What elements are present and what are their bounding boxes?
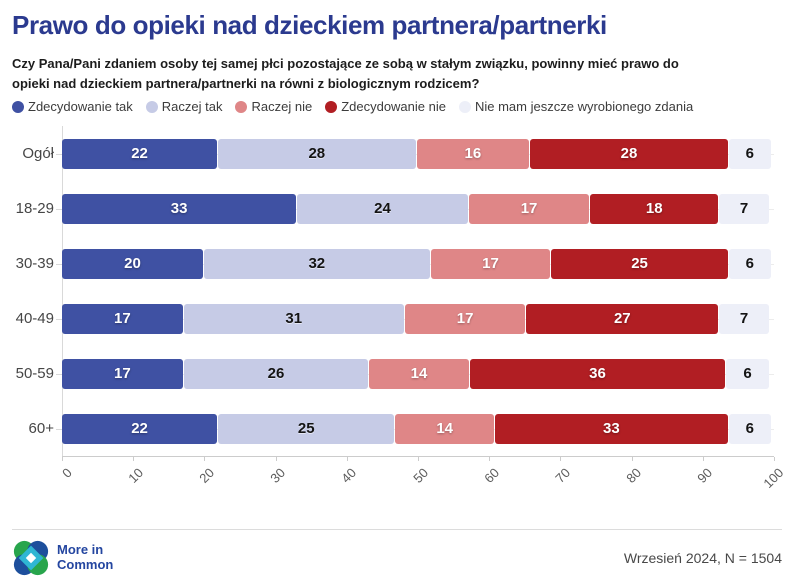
bar-row-60plus: 60+ 22 25 14 33 6 — [29, 401, 774, 456]
stacked-bar: 20 32 17 25 6 — [62, 248, 772, 279]
stacked-bar: 22 28 16 28 6 — [62, 138, 772, 169]
bar-segment: 25 — [218, 413, 395, 444]
chart-legend: Zdecydowanie tak Raczej tak Raczej nie Z… — [12, 99, 782, 114]
bar-segment: 18 — [590, 193, 719, 224]
x-axis-tick-label: 70 — [552, 465, 573, 486]
bar-segment: 6 — [728, 138, 771, 169]
bar-segment: 31 — [183, 303, 404, 334]
plot-area: Ogół 22 28 16 28 6 18-29 33 24 17 18 — [16, 126, 774, 456]
stacked-bar: 17 26 14 36 6 — [62, 358, 772, 389]
bar-segment: 28 — [530, 138, 728, 169]
x-axis-tick-label: 0 — [58, 465, 75, 481]
y-axis-tick — [56, 208, 62, 210]
bar-segment: 14 — [395, 413, 495, 444]
x-axis-tick-label: 50 — [409, 465, 431, 486]
bar-segment: 20 — [62, 248, 203, 279]
bar-segment: 17 — [404, 303, 526, 334]
bar-segment: 33 — [495, 413, 728, 444]
bar-segment: 6 — [728, 248, 771, 279]
legend-item-raczej-tak: Raczej tak — [145, 99, 223, 114]
bar-segment: 6 — [728, 413, 771, 444]
legend-swatch-icon — [235, 100, 248, 113]
bar-row-30-39: 30-39 20 32 17 25 6 — [16, 236, 774, 291]
legend-label: Raczej nie — [251, 99, 313, 114]
y-axis-tick — [56, 373, 62, 375]
x-axis-tick-label: 90 — [694, 465, 716, 486]
bar-segment: 24 — [297, 193, 468, 224]
bar-row-50-59: 50-59 17 26 14 36 6 — [16, 346, 774, 401]
y-axis-tick — [56, 153, 62, 155]
bar-segment: 14 — [369, 358, 469, 389]
bar-segment: 28 — [218, 138, 416, 169]
footer: More in Common Wrzesień 2024, N = 1504 — [12, 529, 782, 577]
legend-item-raczej-nie: Raczej nie — [235, 99, 312, 114]
legend-swatch-icon — [458, 100, 471, 113]
infographic-page: Prawo do opieki nad dzieckiem partnera/p… — [0, 10, 794, 583]
legend-label: Raczej tak — [161, 99, 223, 114]
brand: More in Common — [12, 539, 113, 577]
legend-item-zdecydowanie-tak: Zdecydowanie tak — [12, 99, 133, 114]
legend-label: Zdecydowanie nie — [341, 99, 446, 114]
stacked-bar: 17 31 17 27 7 — [62, 303, 772, 334]
x-axis-tick-label: 40 — [338, 465, 360, 486]
bar-row-40-49: 40-49 17 31 17 27 7 — [16, 291, 774, 346]
bar-segment: 7 — [719, 193, 769, 224]
source-note: Wrzesień 2024, N = 1504 — [623, 550, 782, 566]
stacked-bar: 33 24 17 18 7 — [62, 193, 772, 224]
category-label: 18-29 — [15, 200, 54, 217]
bar-row-ogol: Ogół 22 28 16 28 6 — [22, 126, 774, 181]
bar-segment: 7 — [719, 303, 769, 334]
x-axis: 0 10 20 30 40 50 60 70 80 90 100 — [58, 456, 787, 501]
category-label: 40-49 — [15, 310, 54, 327]
bar-segment: 17 — [62, 303, 183, 334]
category-label: 60+ — [28, 420, 54, 437]
x-axis-tick-label: 100 — [760, 465, 787, 491]
bar-segment: 36 — [469, 358, 726, 389]
x-axis-tick-label: 80 — [623, 465, 645, 486]
more-in-common-logo-icon — [13, 540, 49, 576]
legend-label: Nie mam jeszcze wyrobionego zdania — [474, 99, 694, 114]
page-title: Prawo do opieki nad dzieckiem partnera/p… — [12, 10, 607, 40]
legend-label: Zdecydowanie tak — [28, 99, 133, 114]
bar-segment: 17 — [62, 358, 183, 389]
survey-question-line1: Czy Pana/Pani zdaniem osoby tej samej pł… — [12, 56, 679, 71]
y-axis-tick — [56, 428, 62, 430]
x-axis-tick-label: 10 — [124, 465, 146, 486]
legend-item-zdecydowanie-nie: Zdecydowanie nie — [325, 99, 446, 114]
x-axis-tick-label: 30 — [267, 465, 289, 486]
bar-segment: 25 — [551, 248, 728, 279]
x-axis-tick-label: 60 — [480, 465, 502, 486]
category-label: Ogół — [22, 145, 54, 162]
stacked-bar-chart: Ogół 22 28 16 28 6 18-29 33 24 17 18 — [0, 126, 794, 501]
bar-segment: 17 — [430, 248, 551, 279]
y-axis-tick — [56, 263, 62, 265]
bar-segment: 22 — [62, 138, 218, 169]
legend-item-brak-zdania: Nie mam jeszcze wyrobionego zdania — [458, 99, 694, 114]
x-axis-tick-label: 20 — [196, 465, 217, 486]
bar-segment: 6 — [726, 358, 769, 389]
bar-segment: 22 — [62, 413, 218, 444]
bar-row-18-29: 18-29 33 24 17 18 7 — [16, 181, 774, 236]
category-label: 30-39 — [15, 255, 54, 272]
bar-segment: 17 — [468, 193, 590, 224]
legend-swatch-icon — [325, 100, 338, 113]
survey-question: Czy Pana/Pani zdaniem osoby tej samej pł… — [12, 54, 782, 93]
legend-swatch-icon — [12, 100, 24, 113]
bar-segment: 32 — [204, 248, 430, 279]
bar-segment: 16 — [416, 138, 530, 169]
bar-segment: 26 — [183, 358, 369, 389]
bar-segment: 33 — [62, 193, 297, 224]
stacked-bar: 22 25 14 33 6 — [62, 413, 772, 444]
y-axis-tick — [56, 318, 62, 320]
survey-question-line2: opieki nad dzieckiem partnera/partnerki … — [12, 75, 480, 91]
bar-segment: 27 — [526, 303, 719, 334]
category-label: 50-59 — [15, 365, 54, 382]
legend-swatch-icon — [145, 100, 158, 113]
brand-name: More in Common — [57, 542, 114, 572]
y-axis-line — [62, 126, 63, 456]
